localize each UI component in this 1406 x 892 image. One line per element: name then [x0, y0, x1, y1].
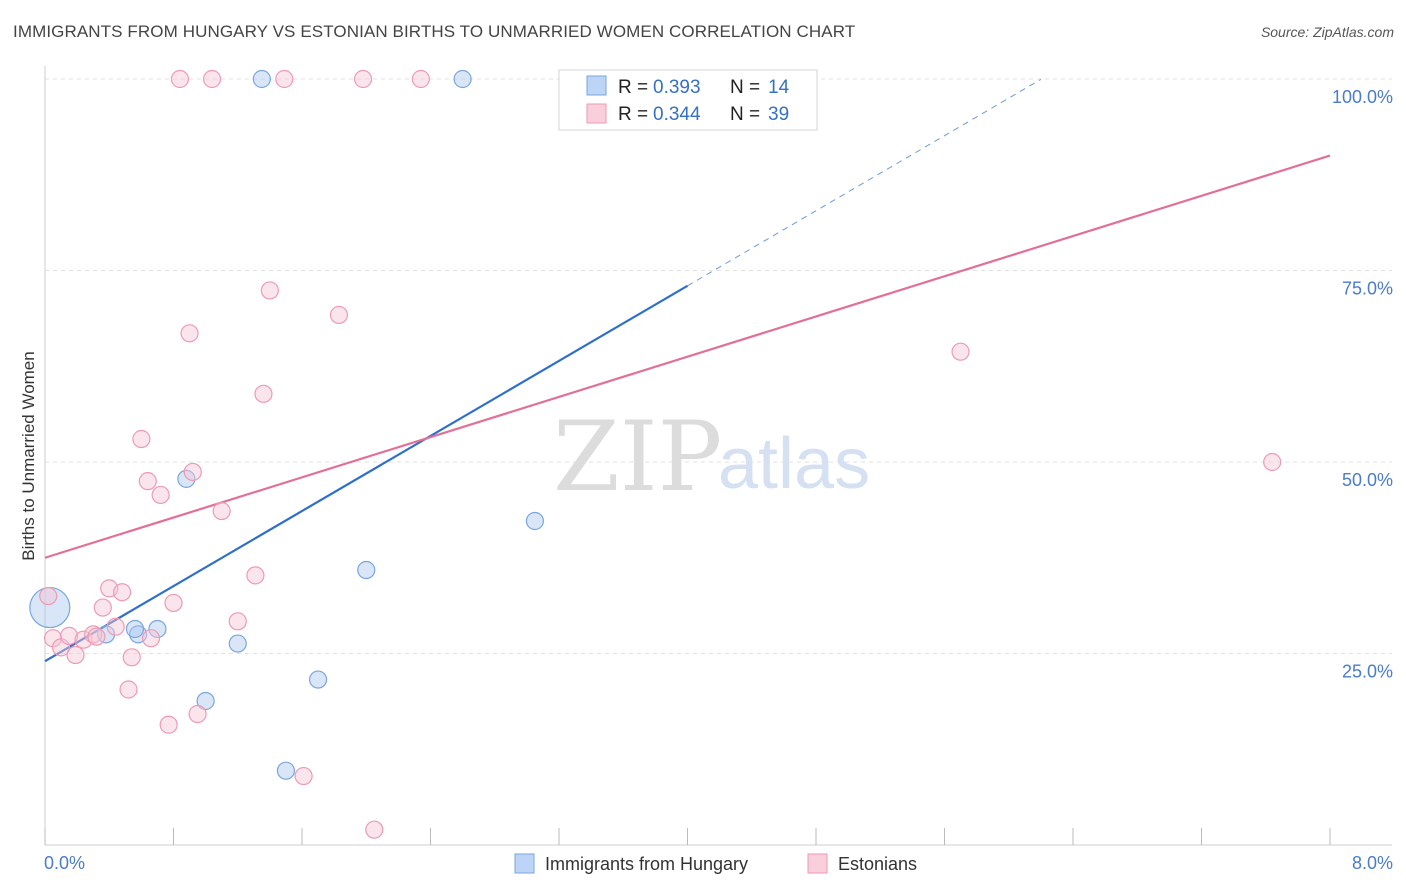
bottom-legend-label-hungary: Immigrants from Hungary: [545, 854, 748, 874]
legend-n-value: 14: [768, 77, 790, 98]
estonians-point: [180, 324, 199, 343]
estonians-point: [164, 593, 183, 613]
estonians-point: [170, 69, 190, 89]
y-tick-label: 50.0%: [1342, 470, 1393, 490]
bottom-legend-swatch-estonians: [807, 853, 828, 874]
estonians-point: [59, 626, 79, 645]
y-tick-label: 25.0%: [1342, 662, 1393, 682]
estonians-point: [254, 384, 273, 403]
estonians-point: [202, 69, 222, 89]
hungary-point: [252, 69, 271, 89]
estonians-point: [294, 766, 313, 786]
trend-lines: [44, 78, 1331, 663]
estonians-point: [228, 612, 247, 631]
grid: [45, 78, 1392, 654]
hungary-point: [453, 69, 472, 89]
y-tick-labels: 25.0% 50.0% 75.0% 100.0%: [1332, 87, 1393, 682]
hungary-trend-extension: [687, 78, 1042, 287]
legend-n-label: N =: [730, 104, 760, 125]
estonians-point: [183, 462, 202, 482]
estonians-point: [353, 69, 373, 89]
estonians-point: [212, 501, 231, 521]
x-tick-label: 8.0%: [1352, 853, 1393, 873]
legend-swatch-estonians: [586, 103, 607, 124]
estonians-point: [365, 820, 384, 839]
estonians-point: [84, 625, 103, 644]
watermark: ZIP atlas: [553, 401, 870, 513]
hungary-point: [125, 619, 145, 639]
hungary-point: [357, 560, 376, 580]
estonians-point: [93, 598, 112, 617]
estonians-point: [246, 566, 265, 585]
legend-n-label: N =: [730, 77, 760, 98]
legend-r-label: R =: [618, 77, 648, 98]
hungary-point: [228, 634, 247, 653]
estonians-point: [151, 485, 170, 505]
legend-r-value: 0.393: [653, 77, 701, 98]
y-tick-label: 75.0%: [1342, 279, 1393, 299]
estonians-point: [188, 704, 207, 724]
estonians-point: [132, 429, 151, 449]
bottom-legend-swatch-hungary: [514, 853, 535, 874]
chart-title: IMMIGRANTS FROM HUNGARY VS ESTONIAN BIRT…: [13, 22, 856, 41]
estonians-point: [260, 281, 279, 300]
estonians-point: [951, 342, 970, 361]
source-credit: Source: ZipAtlas.com: [1260, 24, 1394, 40]
hungary-trend-line: [44, 284, 689, 663]
hungary-point: [177, 469, 196, 488]
hungary-point: [276, 761, 296, 780]
estonians-point: [39, 586, 58, 606]
hungary-point: [525, 511, 545, 531]
x-tick-labels: 0.0% 8.0%: [44, 853, 1393, 873]
bottom-legend-label-estonians: Estonians: [838, 854, 917, 874]
estonians-point: [275, 69, 294, 89]
estonians-point: [122, 648, 141, 667]
estonians-point: [66, 645, 85, 665]
watermark-zip: ZIP: [553, 401, 722, 513]
watermark-atlas: atlas: [718, 424, 870, 504]
estonians-point: [141, 629, 161, 648]
x-tick-label: 0.0%: [44, 853, 85, 873]
hungary-point: [148, 619, 167, 639]
estonians-point: [411, 69, 430, 89]
estonians-point: [112, 583, 132, 602]
axes: [44, 66, 1392, 846]
hungary-point: [308, 670, 328, 689]
bottom-legend: Immigrants from Hungary Estonians: [514, 853, 917, 874]
estonians-point: [87, 627, 106, 646]
estonians-point: [1263, 452, 1282, 472]
estonians-point: [159, 715, 178, 734]
estonians-point: [119, 680, 138, 699]
legend-r-label: R =: [618, 104, 648, 125]
legend-n-value: 39: [768, 104, 789, 125]
estonians-point: [329, 305, 349, 325]
estonians-point: [138, 472, 157, 491]
estonians-trend-line: [44, 154, 1331, 559]
estonians-point: [106, 617, 125, 636]
legend-r-value: 0.344: [653, 104, 701, 125]
y-axis-label: Births to Unmarried Women: [19, 351, 38, 560]
legend-swatch-hungary: [586, 75, 607, 96]
y-tick-label: 100.0%: [1332, 87, 1393, 107]
hungary-point: [196, 691, 215, 711]
data-points: [29, 69, 1282, 839]
legend: R = 0.393 N = 14 R = 0.344 N = 39: [558, 69, 818, 131]
